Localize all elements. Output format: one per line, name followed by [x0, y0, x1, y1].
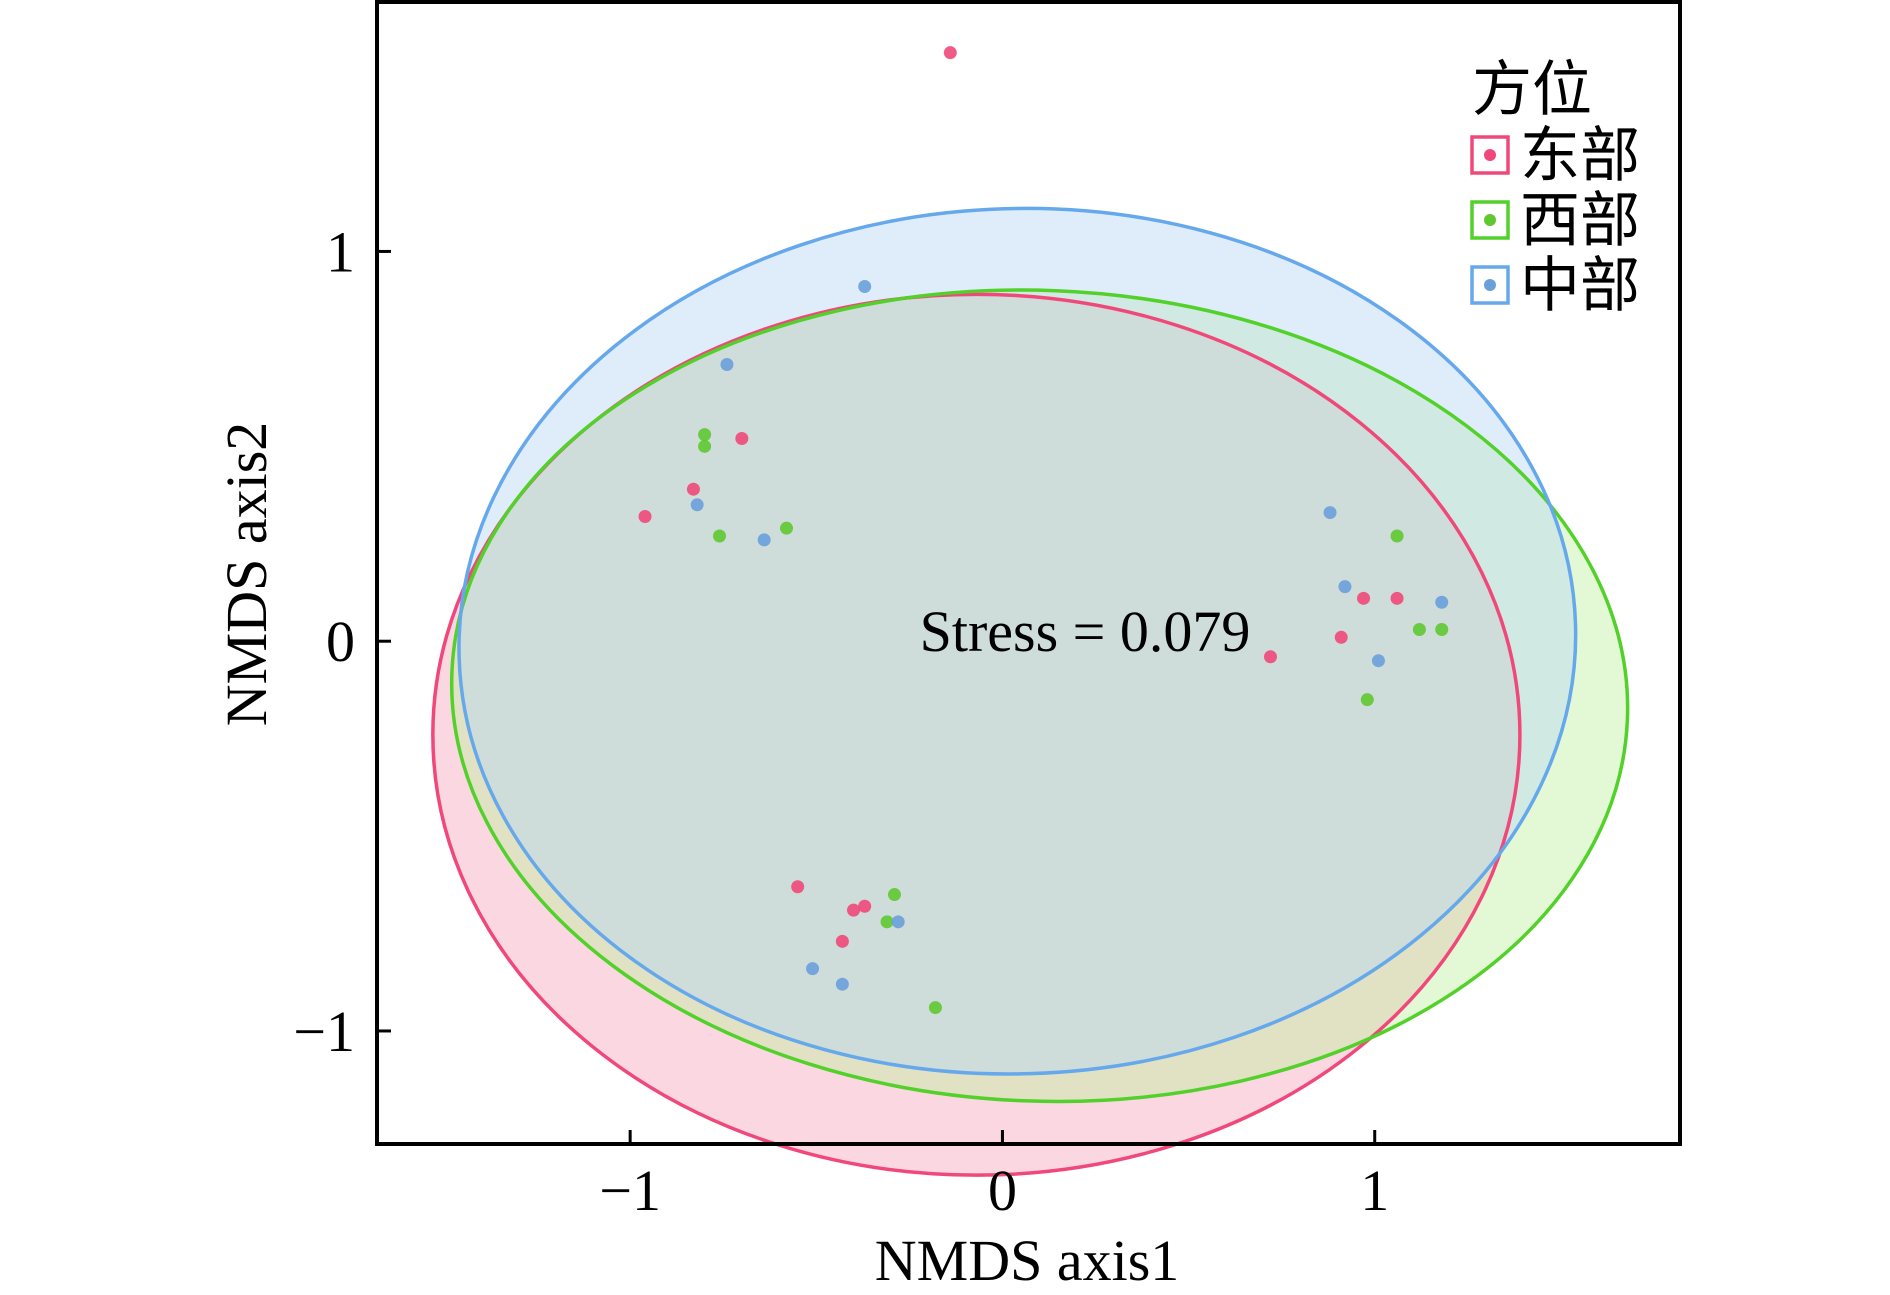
legend-marker-2 — [1484, 279, 1496, 291]
data-point-0-8 — [1263, 650, 1277, 664]
legend-label-2: 中部 — [1520, 253, 1640, 319]
ellipse-outline-2 — [457, 206, 1578, 1076]
stress-annotation: Stress = 0.079 — [920, 599, 1251, 664]
data-point-2-7 — [1323, 506, 1337, 520]
plot-frame — [375, 0, 1682, 1146]
data-point-1-6 — [928, 1001, 942, 1015]
data-point-0-11 — [1334, 630, 1348, 644]
ellipse-outline-0 — [431, 292, 1522, 1177]
data-point-0-0 — [943, 46, 957, 60]
data-point-1-9 — [1435, 623, 1449, 637]
data-point-0-6 — [858, 899, 872, 913]
legend-marker-0 — [1484, 149, 1496, 161]
data-point-0-3 — [638, 509, 652, 523]
data-point-1-3 — [780, 521, 794, 535]
data-point-1-10 — [1360, 693, 1374, 707]
data-point-2-4 — [891, 915, 905, 929]
data-point-1-5 — [880, 915, 894, 929]
x-tick-label-0: −1 — [599, 1158, 661, 1223]
ellipse-fill-2 — [459, 208, 1576, 1074]
y-tick-label-1: 0 — [326, 609, 355, 674]
data-point-2-0 — [858, 280, 872, 294]
tick-layer: −1 0 1 −1 0 1 — [293, 219, 1389, 1223]
data-point-2-3 — [757, 533, 771, 547]
ellipse-layer — [431, 206, 1630, 1177]
data-point-2-5 — [806, 962, 820, 976]
ellipse-outline-1 — [449, 288, 1630, 1104]
y-axis-label: NMDS axis2 — [214, 422, 279, 727]
x-tick-label-2: 1 — [1360, 1158, 1389, 1223]
data-point-0-9 — [1357, 591, 1371, 605]
legend-title: 方位 — [1472, 57, 1592, 123]
data-point-1-4 — [887, 888, 901, 902]
legend-label-0: 东部 — [1520, 123, 1640, 189]
data-point-2-1 — [720, 357, 734, 371]
data-point-0-7 — [835, 934, 849, 948]
data-point-1-7 — [1390, 529, 1404, 543]
legend-marker-1 — [1484, 214, 1496, 226]
data-point-0-5 — [847, 903, 861, 917]
data-point-1-8 — [1412, 623, 1426, 637]
x-tick-label-1: 0 — [988, 1158, 1017, 1223]
data-point-2-2 — [690, 498, 704, 512]
data-point-0-10 — [1390, 591, 1404, 605]
x-axis-label: NMDS axis1 — [875, 1228, 1180, 1293]
point-layer — [638, 46, 1449, 1015]
data-point-0-4 — [791, 880, 805, 894]
data-point-1-0 — [698, 428, 712, 442]
data-point-0-2 — [686, 482, 700, 496]
data-point-2-6 — [835, 977, 849, 991]
data-point-0-1 — [735, 432, 749, 446]
legend-label-1: 西部 — [1520, 188, 1640, 254]
ellipse-fill-0 — [432, 294, 1520, 1176]
data-point-2-9 — [1435, 595, 1449, 609]
y-tick-label-0: −1 — [293, 999, 355, 1064]
ellipse-fill-1 — [451, 290, 1628, 1102]
data-point-2-10 — [1371, 654, 1385, 668]
data-point-1-1 — [698, 439, 712, 453]
legend-key-0 — [1470, 135, 1510, 175]
y-tick-label-2: 1 — [326, 219, 355, 284]
data-point-2-8 — [1338, 580, 1352, 594]
data-point-1-2 — [713, 529, 727, 543]
